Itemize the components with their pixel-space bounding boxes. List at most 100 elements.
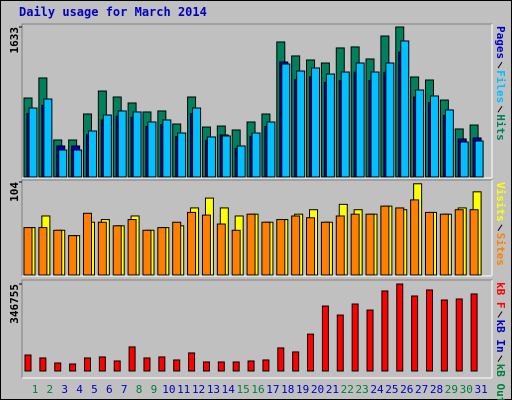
bar: [98, 356, 106, 372]
bar: [28, 107, 38, 178]
x-tick-label: 23: [356, 383, 369, 396]
bar: [266, 121, 276, 178]
bar: [187, 211, 197, 276]
x-tick-label: 13: [207, 383, 220, 396]
bar: [474, 140, 484, 178]
bar: [455, 298, 463, 372]
legend-label: Sites: [494, 233, 507, 266]
bar: [351, 303, 359, 372]
x-tick-label: 24: [370, 383, 384, 396]
bar: [157, 227, 167, 276]
bar: [231, 229, 241, 276]
bar: [320, 221, 330, 276]
legend-separator: [497, 224, 503, 232]
x-tick-label: 6: [106, 383, 113, 396]
bar: [469, 209, 479, 276]
bar: [335, 215, 345, 276]
x-tick-label: 2: [47, 383, 54, 396]
bar: [340, 71, 350, 178]
bar: [385, 62, 395, 178]
bar: [158, 356, 166, 372]
bar: [276, 219, 286, 276]
bar: [246, 213, 256, 276]
x-tick-label: 9: [151, 383, 158, 396]
bar: [350, 213, 360, 276]
bar: [425, 289, 433, 372]
bar: [173, 359, 181, 372]
bar: [410, 199, 420, 276]
chart-title: Daily usage for March 2014: [19, 5, 207, 19]
bar: [68, 235, 78, 276]
bar: [73, 149, 83, 178]
x-tick-label: 31: [474, 383, 487, 396]
bar: [217, 361, 225, 372]
x-tick-label: 14: [222, 383, 236, 396]
x-tick-label: 18: [281, 383, 294, 396]
bar: [321, 305, 329, 372]
bar: [415, 89, 425, 178]
bar: [292, 351, 300, 372]
bar: [43, 98, 53, 178]
bar: [201, 214, 211, 276]
bar: [69, 363, 77, 372]
bar: [424, 211, 434, 276]
legend-separator: [497, 311, 503, 318]
legend-label: Hits: [494, 114, 507, 141]
bar: [336, 314, 344, 372]
bar: [53, 229, 63, 276]
x-tick-label: 16: [251, 383, 264, 396]
bar: [459, 141, 469, 178]
bar: [400, 40, 410, 178]
bar: [291, 215, 301, 276]
bar: [113, 360, 121, 372]
bar: [87, 130, 97, 178]
bar: [38, 227, 48, 276]
x-tick-label: 20: [311, 383, 324, 396]
bar: [277, 347, 285, 372]
bar: [216, 223, 226, 276]
bar: [366, 309, 374, 372]
bar: [128, 346, 136, 372]
x-tick-label: 5: [91, 383, 98, 396]
bar: [83, 357, 91, 372]
x-tick-label: 27: [415, 383, 428, 396]
x-tick-label: 15: [237, 383, 250, 396]
bar: [177, 132, 187, 178]
legend-label: Files: [494, 70, 507, 103]
bar: [58, 149, 68, 178]
bar: [162, 119, 172, 178]
bar: [444, 109, 454, 178]
x-tick-label: 26: [400, 383, 413, 396]
panel: [21, 279, 493, 379]
bar: [236, 145, 246, 178]
y-tick-label: 346755: [8, 284, 21, 324]
bar: [429, 95, 439, 178]
y-tick-label: 104: [8, 182, 21, 202]
bar: [439, 213, 449, 276]
x-tick-label: 12: [192, 383, 205, 396]
legend-label: Pages: [494, 26, 507, 59]
legend-separator: [497, 355, 503, 362]
bar: [82, 212, 92, 276]
x-tick-label: 25: [385, 383, 398, 396]
legend-label: Visits: [494, 182, 507, 222]
bar: [188, 352, 196, 372]
legend-label: kB Out: [494, 364, 507, 400]
bar: [132, 111, 142, 178]
bar: [127, 219, 137, 276]
bar: [24, 354, 32, 372]
bar: [192, 107, 202, 178]
x-tick-label: 21: [326, 383, 339, 396]
bar: [206, 136, 216, 178]
bar: [102, 114, 112, 178]
bar: [261, 221, 271, 276]
bar: [262, 359, 270, 372]
x-tick-label: 29: [445, 383, 458, 396]
legend-separator: [497, 105, 503, 113]
x-tick-label: 19: [296, 383, 309, 396]
bar: [440, 299, 448, 372]
x-tick-label: 22: [341, 383, 354, 396]
bar: [202, 361, 210, 372]
